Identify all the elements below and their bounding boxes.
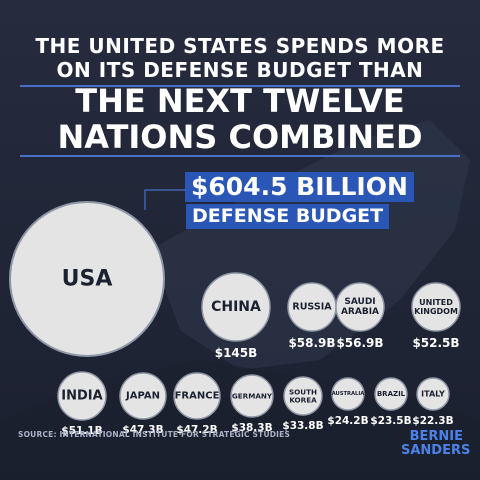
bubble-label-china: CHINA <box>211 299 261 315</box>
headline-line-2: ON ITS DEFENSE BUDGET THAN <box>56 58 424 82</box>
value-label-brazil: $23.5B <box>370 415 411 427</box>
logo-line-1: BERNIE <box>409 429 463 444</box>
bubble-label-united-kingdom-1: UNITED <box>419 298 453 307</box>
bubble-label-united-kingdom-2: KINGDOM <box>414 307 458 316</box>
bubble-label-saudi-arabia-2: ARABIA <box>341 307 379 317</box>
bubble-label-usa: USA <box>62 267 113 292</box>
bubble-india <box>57 371 107 421</box>
usa-budget-amount: $604.5 BILLION <box>185 172 414 202</box>
bubble-label-germany: GERMANY <box>232 392 273 401</box>
source-note: SOURCE: INTERNATIONAL INSTITUTE FOR STRA… <box>18 430 291 439</box>
bubble-united-kingdom <box>411 282 461 332</box>
bubble-label-brazil: BRAZIL <box>377 390 406 398</box>
bubble-label-japan: JAPAN <box>125 391 160 402</box>
bubble-australia <box>331 377 365 411</box>
value-label-japan: $47.3B <box>122 424 163 436</box>
headline-line-3: THE NEXT TWELVE <box>75 82 405 120</box>
bubble-usa <box>9 201 165 357</box>
value-label-india: $51.1B <box>61 425 102 437</box>
headline-divider <box>20 85 460 87</box>
bubble-label-france: FRANCE <box>175 391 220 402</box>
headline-line-1: THE UNITED STATES SPENDS MORE <box>35 34 445 58</box>
value-label-france: $47.2B <box>176 424 217 436</box>
bubble-label-saudi-arabia-1: SAUDI <box>344 297 375 307</box>
headline-line-4: NATIONS COMBINED <box>57 118 423 156</box>
bubble-label-south-korea-2: KOREA <box>289 396 317 405</box>
bubble-south-korea <box>283 376 323 416</box>
bubble-label-south-korea-1: SOUTH <box>289 387 317 396</box>
bernie-sanders-logo: BERNIE SANDERS <box>401 429 471 458</box>
bubble-china <box>201 272 271 342</box>
value-label-saudi-arabia: $56.9B <box>336 336 383 350</box>
value-label-south-korea: $33.8B <box>282 420 323 432</box>
value-label-germany: $38.3B <box>231 422 272 434</box>
bubble-label-india: INDIA <box>61 389 102 404</box>
bubble-label-italy: ITALY <box>421 390 445 399</box>
logo-line-2: SANDERS <box>401 443 471 458</box>
bubble-germany <box>230 374 274 418</box>
value-label-russia: $58.9B <box>288 336 335 350</box>
value-label-united-kingdom: $52.5B <box>412 336 459 350</box>
bubble-brazil <box>374 377 408 411</box>
bubble-label-russia: RUSSIA <box>292 302 332 313</box>
headline-underline <box>20 155 460 157</box>
value-label-italy: $22.3B <box>412 415 453 427</box>
callout-connector <box>144 189 186 210</box>
bubble-label-australia: AUSTRALIA <box>332 391 365 397</box>
bubble-japan <box>119 372 167 420</box>
bubble-france <box>173 372 221 420</box>
value-label-china: $145B <box>215 346 258 360</box>
bubble-italy <box>416 377 450 411</box>
usa-budget-label: DEFENSE BUDGET <box>186 204 390 229</box>
value-label-australia: $24.2B <box>327 415 368 427</box>
bubble-saudi-arabia <box>335 282 385 332</box>
